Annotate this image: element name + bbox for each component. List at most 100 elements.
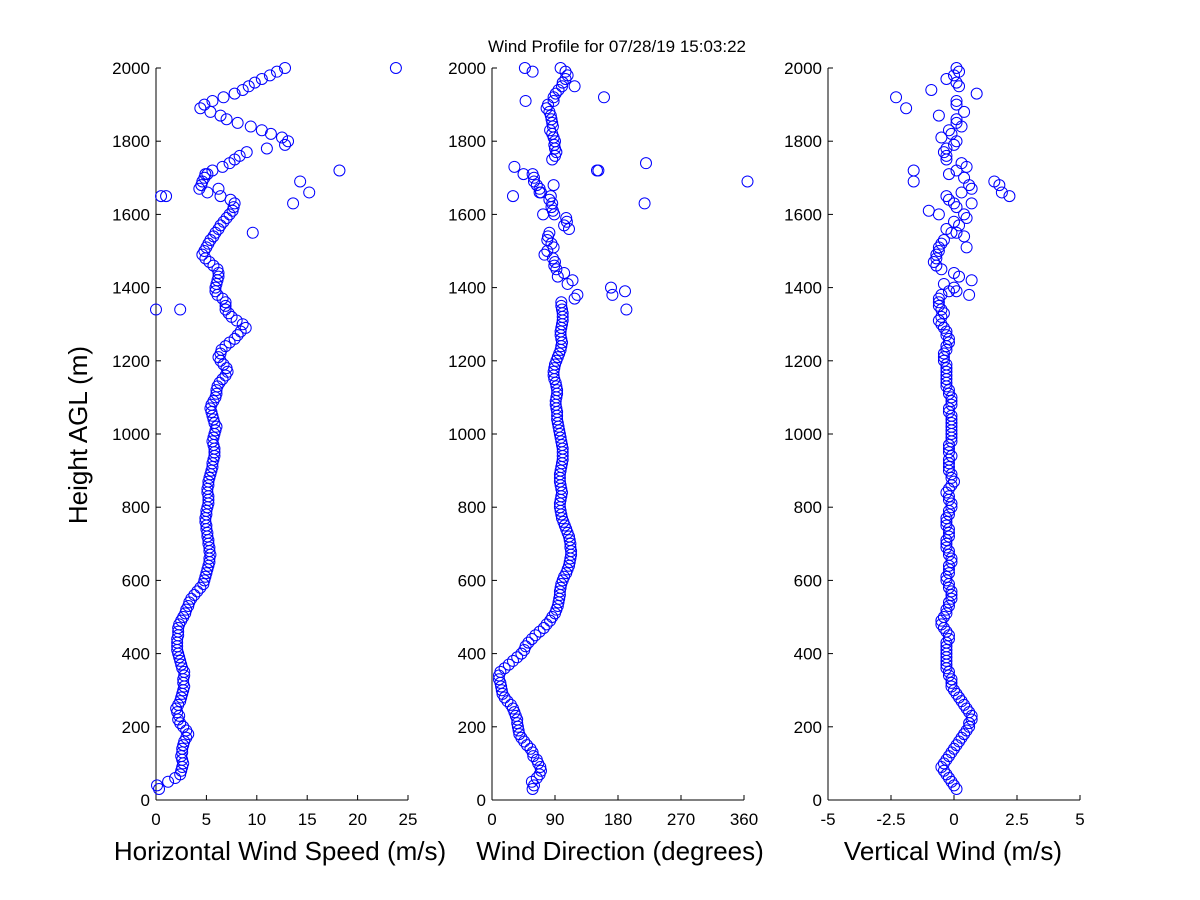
data-point	[563, 534, 576, 547]
data-point	[940, 343, 953, 356]
x-tick-label: 5	[1075, 810, 1084, 829]
data-point	[940, 149, 953, 162]
data-point	[942, 596, 955, 609]
x-tick-label: -2.5	[876, 810, 905, 829]
data-point	[552, 83, 565, 96]
data-point	[529, 629, 542, 642]
data-point	[255, 72, 268, 85]
data-point	[546, 197, 559, 210]
data-point	[945, 417, 958, 430]
data-point	[282, 135, 295, 148]
data-point	[543, 105, 556, 118]
data-point	[530, 179, 543, 192]
data-point	[555, 299, 568, 312]
data-point	[950, 62, 963, 74]
data-point	[524, 742, 537, 755]
data-point	[541, 234, 554, 247]
data-point	[950, 201, 963, 214]
data-point	[151, 779, 164, 792]
data-point	[945, 676, 958, 689]
x-tick-label: 0	[949, 810, 958, 829]
data-point	[548, 362, 561, 375]
data-point	[940, 534, 953, 547]
y-tick-label: 1600	[448, 205, 486, 224]
data-point	[932, 299, 945, 312]
y-axis-label: Height AGL (m)	[63, 346, 93, 524]
data-point	[937, 347, 950, 360]
data-point	[219, 299, 232, 312]
data-point	[526, 168, 539, 181]
data-point	[537, 621, 550, 634]
data-point	[937, 764, 950, 777]
data-point	[493, 673, 505, 686]
data-point	[547, 365, 560, 378]
data-point	[942, 168, 955, 181]
x-tick-label: 25	[399, 810, 418, 829]
data-point	[940, 72, 953, 85]
data-points	[493, 62, 754, 796]
data-point	[942, 490, 955, 503]
data-point	[945, 449, 958, 462]
data-point	[945, 673, 958, 686]
data-point	[550, 263, 563, 276]
data-point	[276, 131, 288, 144]
data-point	[942, 508, 955, 521]
x-axis-label: Wind Direction (degrees)	[476, 836, 764, 866]
data-point	[214, 219, 227, 232]
data-point	[945, 497, 958, 510]
panel-vertical-wind: 0 200 400 600 800 1000 1200 1400 1600 1800 2000 -5 -…	[784, 59, 1085, 866]
data-point	[940, 519, 953, 532]
data-point	[942, 460, 955, 473]
data-point	[203, 255, 216, 268]
data-point	[233, 149, 246, 162]
data-point	[640, 157, 652, 170]
data-point	[548, 259, 561, 272]
data-point	[940, 541, 953, 554]
data-point	[942, 446, 955, 459]
data-point	[960, 724, 973, 737]
data-point	[219, 340, 232, 353]
data-point	[255, 124, 268, 137]
y-tick-label: 1400	[112, 279, 150, 298]
data-point	[225, 310, 238, 323]
data-point	[960, 241, 973, 254]
data-point	[231, 329, 244, 342]
data-point	[942, 567, 955, 580]
data-point	[530, 753, 543, 766]
data-point	[248, 76, 261, 89]
y-tick-label: 200	[794, 718, 822, 737]
data-point	[228, 332, 241, 345]
data-point	[527, 750, 540, 763]
y-tick-label: 600	[794, 571, 822, 590]
data-point	[945, 391, 958, 404]
data-point	[199, 168, 212, 181]
data-point	[150, 303, 162, 316]
data-point	[217, 91, 230, 104]
data-point	[511, 717, 524, 730]
data-point	[937, 234, 950, 247]
data-points	[890, 62, 1016, 796]
data-point	[963, 720, 976, 733]
y-tick-label: 1600	[112, 205, 150, 224]
data-point	[948, 684, 960, 697]
y-tick-label: 200	[122, 718, 150, 737]
data-point	[561, 69, 574, 82]
data-point	[930, 252, 943, 265]
data-point	[950, 98, 963, 111]
data-point	[206, 94, 219, 107]
data-point	[242, 80, 255, 93]
chart-title: Wind Profile for 07/28/19 15:03:22	[488, 37, 746, 56]
data-point	[191, 585, 204, 598]
x-tick-label: 20	[348, 810, 367, 829]
data-point	[279, 62, 292, 74]
data-point	[948, 215, 960, 228]
data-point	[216, 160, 229, 173]
data-point	[185, 592, 198, 605]
data-point	[538, 248, 551, 261]
data-point	[955, 157, 968, 170]
data-point	[498, 662, 511, 675]
data-point	[942, 523, 955, 536]
data-point	[942, 530, 955, 543]
data-point	[545, 113, 558, 126]
